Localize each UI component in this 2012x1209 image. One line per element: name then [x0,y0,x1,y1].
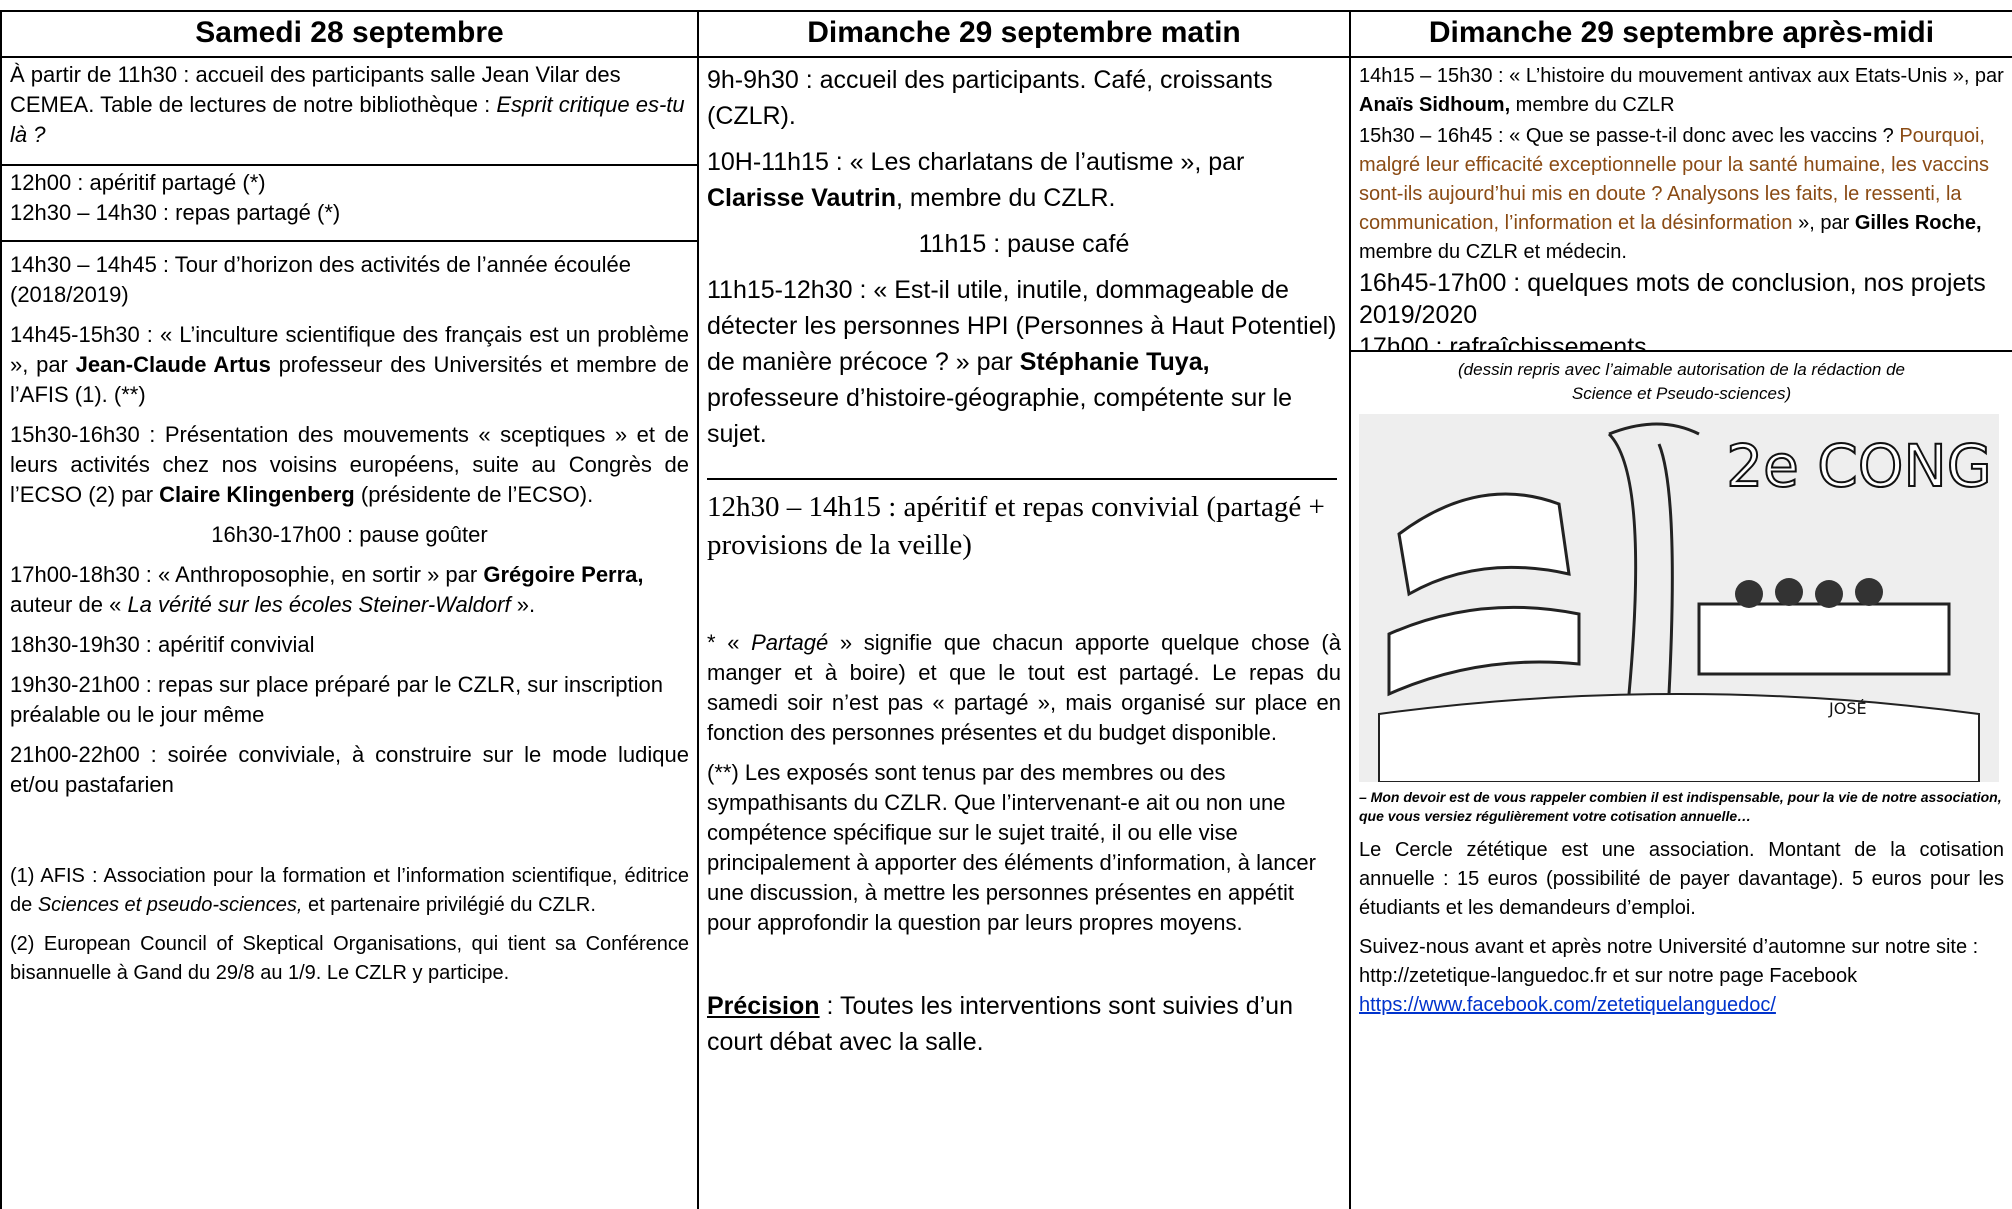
paragraph: À partir de 11h30 : accueil des particip… [10,60,689,150]
cell: 14h15 – 15h30 : « L’histoire du mouvemen… [1351,58,2012,352]
text: (présidente de l’ECSO). [354,482,594,507]
text: » signifie que chacun apporte quelque ch… [707,630,1341,745]
column-sunday-morning: Dimanche 29 septembre matin 9h-9h30 : ac… [697,10,1349,1209]
cell: À partir de 11h30 : accueil des particip… [2,58,697,166]
text: 14h15 – 15h30 : « L’histoire du mouvemen… [1359,65,2004,87]
audience [1378,693,1980,782]
head [1735,580,1763,608]
paragraph: 14h30 – 14h45 : Tour d’horizon des activ… [10,252,631,307]
spacer [707,574,1341,628]
paragraph: 12h30 – 14h15 : apéritif et repas conviv… [707,491,1325,561]
text: Partagé [751,630,829,655]
cartoon: 2e CONG JOSÉ [1359,414,1999,782]
text: », par [1792,212,1855,234]
text: 17h00-18h30 : « Anthroposophie, en sorti… [10,562,484,587]
paragraph: 21h00-22h00 : soirée conviviale, à const… [10,742,689,797]
paragraph: 14h15 – 15h30 : « L’histoire du mouvemen… [1359,62,2004,120]
text: Science et Pseudo-sciences) [1571,384,1792,403]
paragraph: Le Cercle zététique est une association.… [1359,839,2004,919]
text: ». [510,592,536,617]
footnote: (**) Les exposés sont tenus par des memb… [707,760,1316,935]
text: La vérité sur les écoles Steiner-Waldorf [127,592,511,617]
text: (dessin repris avec l’aimable autorisati… [1458,360,1905,379]
text: Gilles Roche, [1854,212,1982,234]
balcony [1397,492,1571,597]
text: * « [707,630,752,655]
paragraph: 17h00-18h30 : « Anthroposophie, en sorti… [10,560,689,620]
spacer [707,948,1341,988]
head [1815,580,1843,608]
text: professeur des Universités et membre de … [10,352,689,407]
paragraph: 11h15-12h30 : « Est-il utile, inutile, d… [707,272,1341,452]
text: Suivez-nous avant et après notre Univers… [1359,936,1979,987]
cell: 9h-9h30 : accueil des participants. Café… [699,58,1349,1072]
head [1775,578,1803,606]
text: Clarisse Vautrin [707,184,896,212]
paragraph: 11h15 : pause café [918,230,1130,258]
table [1697,602,1951,676]
text: Stéphanie Tuya, [1019,348,1210,376]
text: 15h30-16h30 : Présentation des mouvement… [10,422,689,507]
column-header: Samedi 28 septembre [2,10,697,58]
link[interactable]: https://www.facebook.com/zetetiquelangue… [1359,994,1776,1016]
paragraph: 10H-11h15 : « Les charlatans de l’autism… [707,144,1341,216]
caption: – Mon devoir est de vous rappeler combie… [1359,789,2002,824]
text: auteur de « [10,592,128,617]
column-header: Dimanche 29 septembre après-midi [1351,10,2012,58]
head [1855,578,1883,606]
paragraph: 15h30 – 16h45 : « Que se passe-t-il donc… [1359,122,2004,267]
text: Esprit critique es-tu là ? [10,92,685,147]
text: Sciences et pseudo-sciences, [37,894,303,916]
footnote: * « Partagé » signifie que chacun apport… [707,628,1341,748]
paragraph: 16h45-17h00 : quelques mots de conclusio… [1359,269,1986,329]
paragraph: 12h30 – 14h30 : repas partagé (*) [10,200,341,225]
paragraph: 16h30-17h00 : pause goûter [211,522,488,547]
paragraph: 14h45-15h30 : « L’inculture scientifique… [10,320,689,410]
text: Jean-Claude Artus [75,352,271,377]
text: professeure d’histoire-géographie, compé… [707,384,1293,448]
separator [707,478,1337,480]
column-saturday: Samedi 28 septembre À partir de 11h30 : … [0,10,697,1209]
curtain [1607,422,1700,695]
cell: (dessin repris avec l’aimable autorisati… [1351,352,2012,1032]
text: membre du CZLR [1510,94,1675,116]
text: et partenaire privilégié du CZLR. [302,894,596,916]
paragraph: 19h30-21h00 : repas sur place préparé pa… [10,672,664,727]
text: Grégoire Perra, [483,562,644,587]
footnote: (1) AFIS : Association pour la formation… [10,862,689,920]
cell: 12h00 : apéritif partagé (*) 12h30 – 14h… [2,166,697,242]
spacer [10,810,689,862]
paragraph: 15h30-16h30 : Présentation des mouvement… [10,420,689,510]
text: Claire Klingenberg [159,482,355,507]
paragraph: 18h30-19h30 : apéritif convivial [10,632,315,657]
paragraph: Précision : Toutes les interventions son… [707,988,1341,1060]
credit: (dessin repris avec l’aimable autorisati… [1359,358,2004,406]
text: 15h30 – 16h45 : « Que se passe-t-il donc… [1359,125,1900,147]
text: 14h45-15h30 : « L’inculture scientifique… [10,322,689,377]
text: Pourquoi, malgré leur efficacité excepti… [1359,125,1989,234]
paragraph: 12h00 : apéritif partagé (*) [10,170,266,195]
text: : Toutes les interventions sont suivies … [707,992,1293,1056]
column-sunday-afternoon: Dimanche 29 septembre après-midi 14h15 –… [1349,10,2012,1209]
paragraph: Suivez-nous avant et après notre Univers… [1359,933,2004,1020]
column-header: Dimanche 29 septembre matin [699,10,1349,58]
text: membre du CZLR et médecin. [1359,241,1627,263]
text: , membre du CZLR. [895,184,1116,212]
balcony [1387,605,1581,697]
text: Précision [707,992,820,1020]
cartoon-signature: JOSÉ [1828,699,1867,718]
text: À partir de 11h30 : accueil des particip… [10,62,621,117]
text: 11h15-12h30 : « Est-il utile, inutile, d… [707,276,1337,376]
paragraph: 9h-9h30 : accueil des participants. Café… [707,66,1273,130]
text: (1) AFIS : Association pour la formation… [10,865,689,916]
text: Anaïs Sidhoum, [1359,94,1511,116]
cell: 14h30 – 14h45 : Tour d’horizon des activ… [2,242,697,1000]
text: 10H-11h15 : « Les charlatans de l’autism… [707,148,1245,176]
top-rule [0,10,2012,12]
paragraph: 17h00 : rafraîchissements. [1359,333,1654,352]
cartoon-sign: 2e CONG [1726,432,1992,500]
footnote: (2) European Council of Skeptical Organi… [10,933,689,984]
